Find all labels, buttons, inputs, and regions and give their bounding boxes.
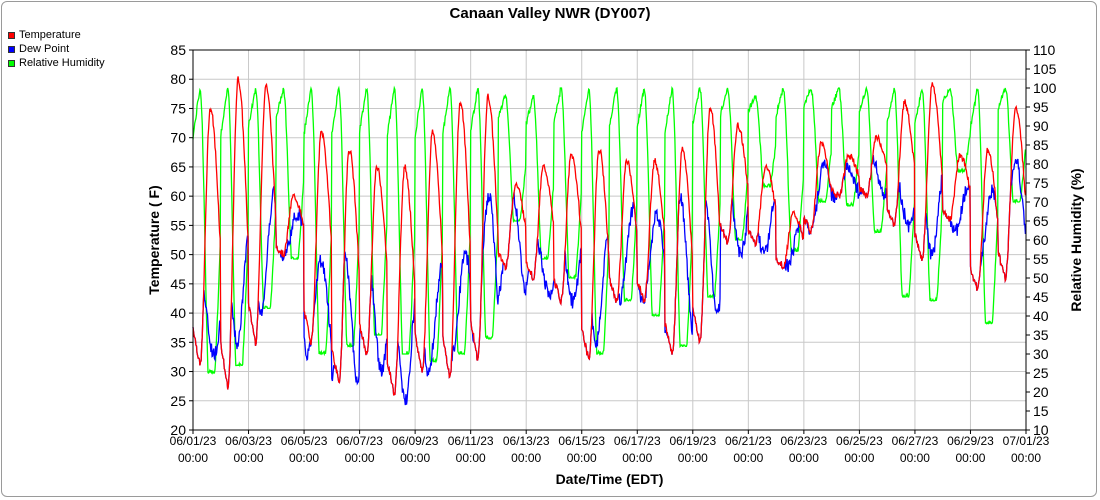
legend-item-dew-point[interactable]: Dew Point — [8, 42, 105, 56]
legend-label-relative-humidity: Relative Humidity — [19, 57, 105, 69]
y-tick-label: 65 — [170, 159, 186, 175]
y-tick-label: 70 — [170, 130, 186, 146]
y2-tick-label: 45 — [1033, 289, 1049, 305]
x-tick-label-date: 06/07/23 — [336, 434, 383, 448]
y2-tick-label: 90 — [1033, 118, 1049, 134]
y2-tick-label: 65 — [1033, 213, 1049, 229]
relative-humidity-swatch-icon — [8, 59, 15, 67]
x-tick-label-date: 06/23/23 — [781, 434, 828, 448]
x-tick-label-time: 00:00 — [789, 451, 819, 465]
y2-axis-label: Relative Humidity (%) — [1068, 168, 1084, 311]
y2-tick-label: 80 — [1033, 156, 1049, 172]
y2-tick-label: 10 — [1033, 422, 1049, 438]
x-tick-label-time: 00:00 — [622, 451, 652, 465]
x-tick-label-time: 00:00 — [1011, 451, 1041, 465]
y-tick-label: 30 — [170, 364, 186, 380]
x-tick-label-date: 06/05/23 — [281, 434, 328, 448]
x-tick-label-time: 00:00 — [234, 451, 264, 465]
x-axis-label: Date/Time (EDT) — [556, 471, 664, 487]
legend-item-relative-humidity[interactable]: Relative Humidity — [8, 56, 105, 70]
x-tick-label-time: 00:00 — [955, 451, 985, 465]
y2-tick-label: 55 — [1033, 251, 1049, 267]
x-tick-label-date: 06/19/23 — [669, 434, 716, 448]
x-tick-label-date: 06/27/23 — [892, 434, 939, 448]
y2-tick-label: 95 — [1033, 99, 1049, 115]
y2-tick-label: 35 — [1033, 327, 1049, 343]
y-tick-label: 20 — [170, 422, 186, 438]
y2-tick-label: 110 — [1033, 42, 1056, 58]
x-tick-label-date: 07/01/23 — [1003, 434, 1050, 448]
x-tick-label-time: 00:00 — [567, 451, 597, 465]
y2-tick-label: 25 — [1033, 365, 1049, 381]
plot-border — [192, 49, 1027, 431]
x-tick-label-date: 06/29/23 — [947, 434, 994, 448]
x-tick-label-time: 00:00 — [733, 451, 763, 465]
y-tick-label: 45 — [170, 276, 186, 292]
y2-tick-label: 40 — [1033, 308, 1049, 324]
x-tick-label-date: 06/01/23 — [170, 434, 217, 448]
y-tick-label: 80 — [170, 71, 186, 87]
y2-tick-label: 30 — [1033, 346, 1049, 362]
series-temperature-line — [192, 76, 1027, 396]
y-axis-label: Temperature ( F) — [146, 185, 162, 294]
y-tick-label: 60 — [170, 188, 186, 204]
legend: Temperature Dew Point Relative Humidity — [8, 28, 105, 70]
y-tick-label: 55 — [170, 217, 186, 233]
y2-tick-label: 15 — [1033, 403, 1049, 419]
series-group — [192, 76, 1027, 406]
y-tick-label: 35 — [170, 334, 186, 350]
y2-tick-label: 20 — [1033, 384, 1049, 400]
y-tick-label: 50 — [170, 247, 186, 263]
grid — [192, 49, 1027, 431]
legend-label-dew-point: Dew Point — [19, 43, 70, 55]
y2-tick-label: 85 — [1033, 137, 1049, 153]
y-tick-label: 75 — [170, 100, 186, 116]
y2-tick-label: 105 — [1033, 61, 1057, 77]
x-tick-label-date: 06/15/23 — [558, 434, 605, 448]
y2-tick-label: 100 — [1033, 80, 1057, 96]
y-tick-label: 25 — [170, 393, 186, 409]
temperature-swatch-icon — [8, 31, 15, 39]
y2-tick-label: 50 — [1033, 270, 1049, 286]
y2-tick-label: 75 — [1033, 175, 1049, 191]
x-tick-label-date: 06/21/23 — [725, 434, 772, 448]
x-tick-label-time: 00:00 — [400, 451, 430, 465]
x-tick-label-time: 00:00 — [844, 451, 874, 465]
dew-point-swatch-icon — [8, 45, 15, 53]
x-tick-label-date: 06/17/23 — [614, 434, 661, 448]
y-tick-label: 85 — [170, 42, 186, 58]
x-tick-label-date: 06/03/23 — [225, 434, 272, 448]
y-tick-label: 40 — [170, 305, 186, 321]
x-tick-label-time: 00:00 — [900, 451, 930, 465]
series-relative-humidity-line — [192, 85, 1027, 375]
y2-tick-label: 60 — [1033, 232, 1049, 248]
y2-tick-label: 70 — [1033, 194, 1049, 210]
chart-title: Canaan Valley NWR (DY007) — [450, 5, 651, 22]
legend-label-temperature: Temperature — [19, 29, 81, 41]
x-tick-label-date: 06/11/23 — [448, 434, 494, 448]
x-tick-label-date: 06/25/23 — [836, 434, 883, 448]
x-tick-label-time: 00:00 — [678, 451, 708, 465]
x-tick-label-time: 00:00 — [345, 451, 375, 465]
legend-item-temperature[interactable]: Temperature — [8, 28, 105, 42]
x-tick-label-date: 06/13/23 — [503, 434, 550, 448]
x-tick-label-time: 00:00 — [289, 451, 319, 465]
x-tick-label-date: 06/09/23 — [392, 434, 439, 448]
axis-ticks: 20 25 30 35 40 45 50 55 60 65 70 75 80 85 10 15 20 25 30 35… — [170, 42, 1057, 465]
x-tick-label-time: 00:00 — [511, 451, 541, 465]
x-tick-label-time: 00:00 — [456, 451, 486, 465]
x-tick-label-time: 00:00 — [178, 451, 208, 465]
